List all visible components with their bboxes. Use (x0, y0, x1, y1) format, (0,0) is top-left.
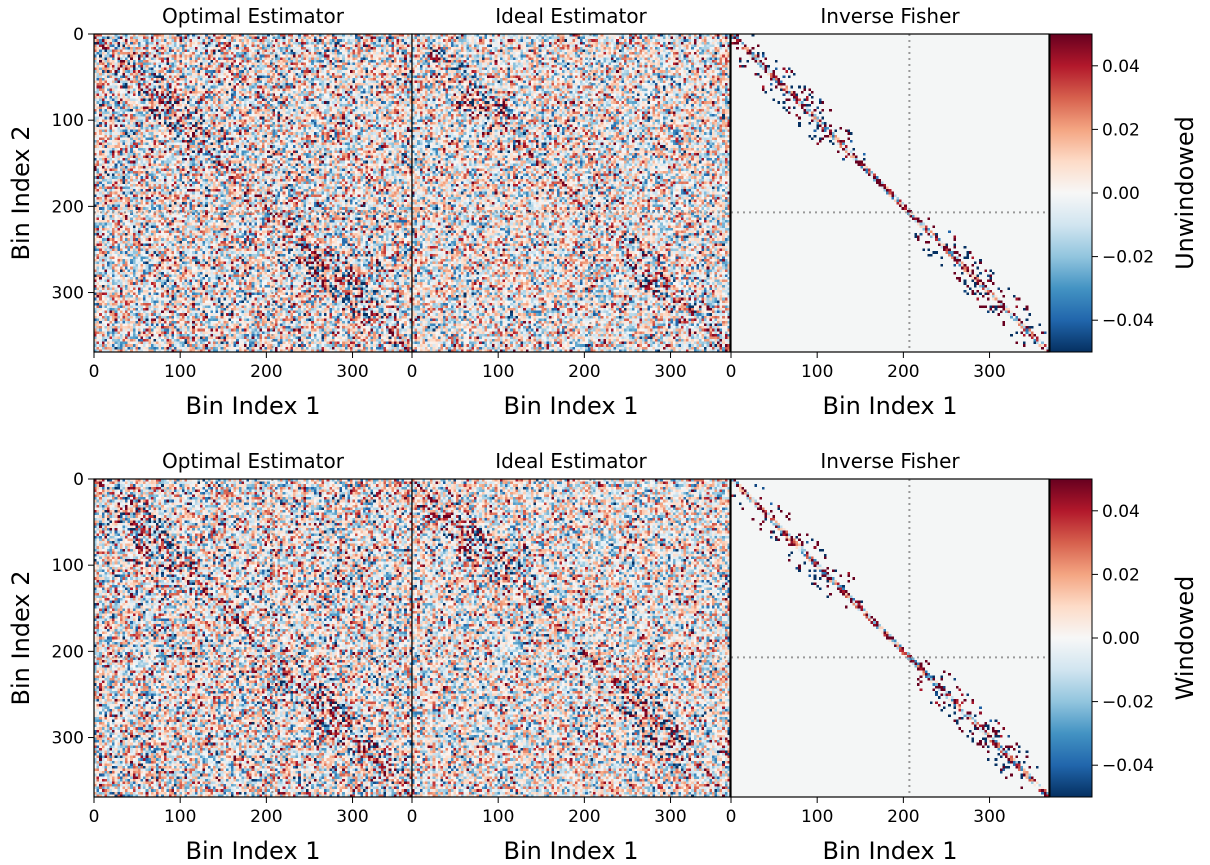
y-axis-label: Bin Index 2 (7, 126, 35, 261)
x-tick-label: 300 (973, 362, 1005, 382)
heatmap-image-2-1 (94, 479, 412, 797)
panel-frame (411, 33, 731, 353)
y-tick-label: 0 (73, 470, 84, 490)
colorbar-tick-label: 0.04 (1102, 57, 1140, 77)
x-axis-label: Bin Index 1 (186, 837, 321, 865)
y-tick-label: 300 (52, 729, 84, 749)
colorbar-1: 0.04 0.02 0.00 −0.02 −0.04 Unwindowed (1049, 33, 1199, 353)
colorbar-gradient (1049, 33, 1093, 353)
y-tick-label: 100 (52, 111, 84, 131)
panel-frame (730, 33, 1050, 353)
panel-title: Optimal Estimator (162, 4, 345, 28)
colorbar-tick-label: 0.02 (1102, 565, 1140, 585)
x-tick-label: 100 (164, 807, 196, 827)
colorbar-tick-label: −0.02 (1102, 248, 1154, 268)
panel-title: Ideal Estimator (495, 449, 647, 473)
x-axis-label: Bin Index 1 (823, 837, 958, 865)
x-axis-label: Bin Index 1 (823, 392, 958, 420)
x-tick-label: 0 (407, 807, 418, 827)
colorbar-tick-label: 0.04 (1102, 502, 1140, 522)
x-tick-label: 0 (726, 362, 737, 382)
colorbar-tick-label: −0.02 (1102, 693, 1154, 713)
panel-title: Optimal Estimator (162, 449, 345, 473)
panel-title: Inverse Fisher (820, 4, 960, 28)
x-tick-label: 100 (801, 362, 833, 382)
x-tick-label: 0 (89, 807, 100, 827)
heatmap-image-1-1 (94, 34, 412, 352)
x-tick-label: 300 (654, 807, 686, 827)
x-axis-label: Bin Index 1 (504, 392, 639, 420)
x-tick-label: 200 (887, 807, 919, 827)
panel-frame (411, 478, 731, 798)
colorbar-tick-label: 0.02 (1102, 120, 1140, 140)
heatmap-image-2-3 (731, 479, 1049, 797)
heatmap-image-1-2 (412, 34, 730, 352)
panel-frame (730, 478, 1050, 798)
heatmap-image-2-2 (412, 479, 730, 797)
x-tick-label: 200 (887, 362, 919, 382)
x-tick-label: 100 (164, 362, 196, 382)
y-tick-label: 200 (52, 197, 84, 217)
x-tick-label: 0 (89, 362, 100, 382)
x-tick-label: 300 (973, 807, 1005, 827)
colorbar-label: Unwindowed (1171, 116, 1199, 270)
panel-1-2: Ideal Estimator 0 100 200 300 Bin Index 1 (407, 4, 731, 420)
x-axis-label: Bin Index 1 (186, 392, 321, 420)
colorbar-gradient (1049, 478, 1093, 798)
x-tick-label: 0 (407, 362, 418, 382)
panel-title: Inverse Fisher (820, 449, 960, 473)
panel-2-3: Inverse Fisher 0 100 200 300 Bin Index 1 (726, 449, 1050, 865)
colorbar-tick-label: 0.00 (1102, 184, 1140, 204)
x-tick-label: 200 (568, 362, 600, 382)
x-tick-label: 100 (482, 362, 514, 382)
heatmap-image-1-3 (731, 34, 1049, 352)
colorbar-2: 0.04 0.02 0.00 −0.02 −0.04 Windowed (1049, 478, 1199, 798)
panel-2-2: Ideal Estimator 0 100 200 300 Bin Index 1 (407, 449, 731, 865)
panel-title: Ideal Estimator (495, 4, 647, 28)
x-tick-label: 300 (336, 807, 368, 827)
y-tick-label: 200 (52, 642, 84, 662)
colorbar-tick-label: 0.00 (1102, 629, 1140, 649)
colorbar-tick-label: −0.04 (1102, 756, 1154, 776)
colorbar-label: Windowed (1171, 576, 1199, 701)
y-axis-label: Bin Index 2 (7, 571, 35, 706)
x-tick-label: 300 (654, 362, 686, 382)
panel-1-3: Inverse Fisher 0 100 200 300 Bin Index 1 (726, 4, 1050, 420)
y-tick-label: 100 (52, 556, 84, 576)
figure-row-1: Optimal Estimator 0 100 200 300 Bin Index 1 0 1… (7, 4, 1199, 420)
x-axis-label: Bin Index 1 (504, 837, 639, 865)
panel-2-1: Optimal Estimator 0 100 200 300 Bin Index 1 0 1… (7, 449, 413, 865)
x-tick-label: 200 (250, 807, 282, 827)
figure-row-2: Optimal Estimator 0 100 200 300 Bin Index 1 0 1… (7, 449, 1199, 865)
x-tick-label: 200 (568, 807, 600, 827)
x-tick-label: 100 (482, 807, 514, 827)
y-tick-label: 0 (73, 25, 84, 45)
x-tick-label: 0 (726, 807, 737, 827)
x-tick-label: 300 (336, 362, 368, 382)
colorbar-tick-label: −0.04 (1102, 311, 1154, 331)
y-tick-label: 300 (52, 284, 84, 304)
x-tick-label: 100 (801, 807, 833, 827)
panel-1-1: Optimal Estimator 0 100 200 300 Bin Index 1 0 1… (7, 4, 413, 420)
x-tick-label: 200 (250, 362, 282, 382)
